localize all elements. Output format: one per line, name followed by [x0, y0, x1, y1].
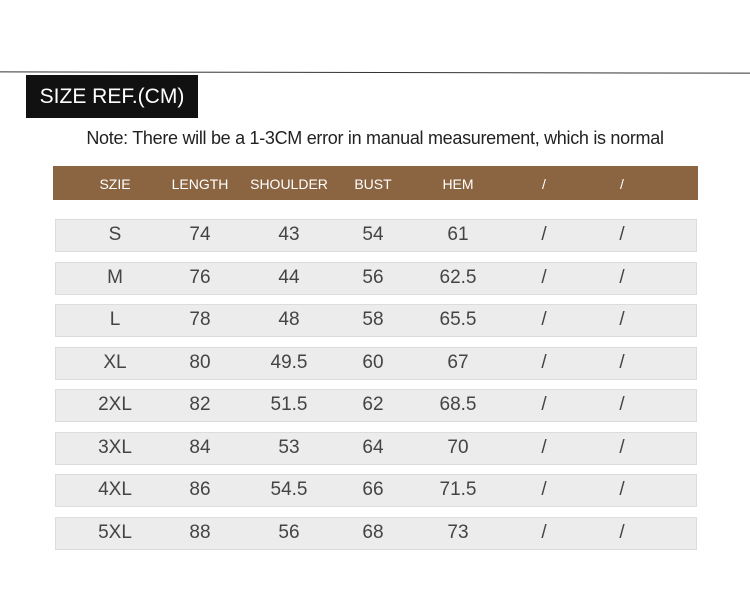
- table-cell: /: [619, 224, 625, 245]
- table-cell: 66: [362, 479, 384, 500]
- table-cell: 86: [189, 479, 211, 500]
- table-cell: /: [619, 436, 625, 458]
- table-cell: /: [619, 521, 625, 543]
- table-row: [55, 346, 697, 380]
- table-cell: 65.5: [439, 309, 477, 330]
- table-cell: /: [619, 309, 625, 330]
- table-cell: /: [541, 521, 547, 543]
- table-row: [55, 304, 697, 337]
- table-cell: /: [541, 309, 547, 330]
- column-header: /: [620, 176, 624, 192]
- table-cell: 67: [447, 351, 469, 373]
- table-cell: /: [619, 479, 625, 500]
- table-cell: 70: [447, 436, 469, 458]
- table-cell: 43: [278, 224, 300, 245]
- table-cell: 2XL: [98, 394, 132, 415]
- column-header: BUST: [354, 176, 392, 192]
- note: Note: There will be a 1-3CM error in man…: [86, 128, 664, 148]
- header-bar: [53, 166, 698, 200]
- table-cell: 62: [362, 394, 384, 415]
- table-row: [55, 219, 697, 252]
- table-cell: 71.5: [439, 479, 477, 500]
- column-header: SZIE: [99, 176, 131, 192]
- table-cell: M: [107, 266, 123, 288]
- table-cell: 49.5: [270, 351, 308, 373]
- table-cell: 44: [278, 266, 300, 288]
- table-cell: 4XL: [98, 479, 132, 500]
- table-cell: /: [541, 266, 547, 288]
- table-cell: /: [619, 351, 625, 373]
- table-cell: XL: [103, 351, 127, 373]
- table-cell: 60: [362, 351, 384, 373]
- table-row: [55, 261, 697, 295]
- table-cell: 53: [278, 436, 300, 458]
- title: SIZE REF.(CM): [26, 75, 198, 118]
- table-cell: /: [541, 394, 547, 415]
- table-cell: 82: [189, 394, 211, 415]
- column-header: /: [542, 176, 546, 192]
- table-cell: 3XL: [98, 436, 132, 458]
- table-cell: 64: [362, 436, 384, 458]
- table-cell: /: [541, 479, 547, 500]
- table-cell: 54.5: [270, 479, 308, 500]
- table-cell: 5XL: [98, 521, 132, 543]
- table-cell: 68.5: [439, 394, 477, 415]
- table-cell: 78: [189, 309, 211, 330]
- table-cell: 84: [189, 436, 211, 458]
- table-cell: 58: [362, 309, 384, 330]
- table-cell: 76: [189, 266, 211, 288]
- table-cell: /: [541, 224, 547, 245]
- divider-line: [0, 71, 750, 74]
- table-cell: L: [109, 309, 121, 330]
- table-row: [55, 431, 697, 465]
- column-header: SHOULDER: [250, 176, 328, 192]
- column-header: HEM: [442, 176, 474, 192]
- table-cell: S: [108, 224, 122, 245]
- table-cell: 51.5: [270, 394, 308, 415]
- table-row: [55, 516, 697, 550]
- table-cell: 88: [189, 521, 211, 543]
- table-cell: 56: [362, 266, 384, 288]
- table-cell: 68: [362, 521, 384, 543]
- table-cell: /: [541, 351, 547, 373]
- table-cell: /: [541, 436, 547, 458]
- table-cell: 56: [278, 521, 300, 543]
- table-cell: 54: [362, 224, 384, 245]
- table-cell: 61: [447, 224, 469, 245]
- table-cell: 48: [278, 309, 300, 330]
- table-cell: 62.5: [439, 266, 477, 288]
- table-cell: /: [619, 394, 625, 415]
- table-row: [55, 474, 697, 507]
- table-cell: 80: [189, 351, 211, 373]
- table-row: [55, 389, 697, 422]
- table-cell: 73: [447, 521, 469, 543]
- table-cell: 74: [189, 224, 211, 245]
- column-header: LENGTH: [171, 176, 229, 192]
- table-cell: /: [619, 266, 625, 288]
